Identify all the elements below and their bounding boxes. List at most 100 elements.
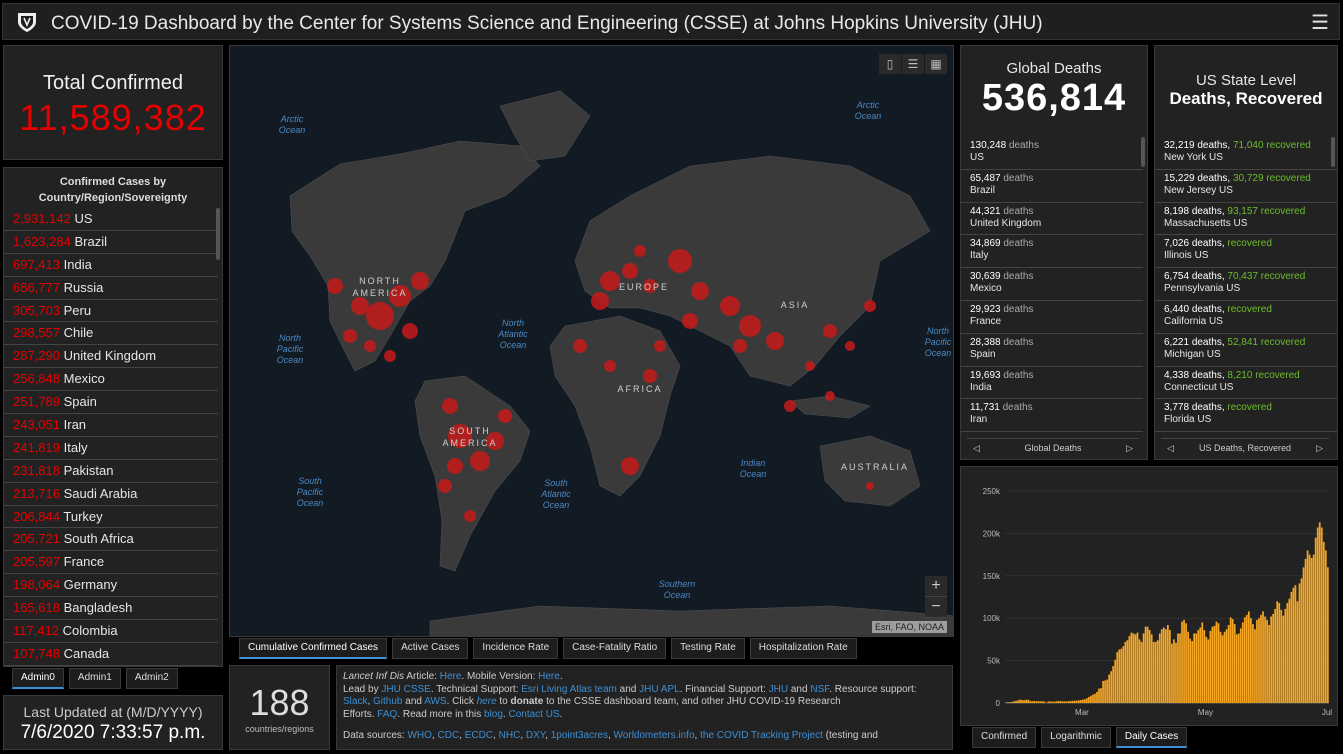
death-place: Brazil — [970, 184, 996, 196]
country-row[interactable]: 241,819 Italy — [4, 437, 218, 460]
us-state-row[interactable]: 8,198 deaths, 93,157 recovered Massachuse… — [1155, 203, 1337, 236]
daily-case-bar — [1290, 591, 1293, 703]
us-state-row[interactable]: 6,440 deaths, recovered California US — [1155, 301, 1337, 334]
country-row[interactable]: 697,413 India — [4, 254, 218, 277]
us-state-row[interactable]: 6,754 deaths, 70,437 recovered Pennsylvan… — [1155, 268, 1337, 301]
country-row[interactable]: 165,618 Bangladesh — [4, 597, 218, 621]
bookmark-icon[interactable]: ▯ — [879, 54, 901, 74]
cdc-link[interactable]: CDC — [437, 730, 460, 741]
nhc-link[interactable]: NHC — [498, 730, 521, 741]
us-state-row[interactable]: 4,338 deaths, 8,210 recovered Connecticut… — [1155, 367, 1337, 400]
jhu-csse-link[interactable]: JHU CSSE — [381, 683, 431, 695]
zoom-out-button[interactable]: − — [925, 597, 947, 618]
map-tab-1[interactable]: Active Cases — [392, 638, 469, 659]
us-state-row[interactable]: 15,229 deaths, 30,729 recovered New Jerse… — [1155, 170, 1337, 203]
us-state-place: New Jersey US — [1164, 184, 1233, 196]
chart-tab-1[interactable]: Logarithmic — [1041, 727, 1111, 748]
country-row[interactable]: 213,716 Saudi Arabia — [4, 483, 218, 506]
chart-tab-0[interactable]: Confirmed — [972, 727, 1037, 748]
map-toolbar: ▯ ☰ ▦ — [878, 54, 947, 74]
death-row[interactable]: 34,869 deaths Italy — [961, 235, 1143, 269]
jhu-apl-link[interactable]: JHU APL — [639, 683, 680, 695]
admin-tab-0[interactable]: Admin0 — [12, 668, 64, 689]
aws-link[interactable]: AWS — [424, 696, 447, 707]
map-tab-5[interactable]: Hospitalization Rate — [749, 638, 857, 659]
zoom-in-button[interactable]: + — [925, 576, 947, 597]
github-link[interactable]: Github — [373, 696, 403, 707]
basemap-gallery-icon[interactable]: ▦ — [925, 54, 947, 74]
next-arrow-icon[interactable]: ▷ — [1126, 443, 1133, 453]
country-row[interactable]: 298,557 Chile — [4, 322, 218, 346]
blog-link[interactable]: blog — [484, 708, 503, 720]
us-state-row[interactable]: 32,219 deaths, 71,040 recovered New York … — [1155, 137, 1337, 170]
map-canvas[interactable]: Arctic Ocean Arctic Ocean North Pacific Ocean N… — [230, 46, 954, 637]
death-row[interactable]: 44,321 deaths United Kingdom — [961, 203, 1143, 236]
faq-link[interactable]: FAQ — [377, 708, 398, 720]
country-row[interactable]: 206,844 Turkey — [4, 506, 218, 529]
map-tab-0[interactable]: Cumulative Confirmed Cases — [239, 638, 388, 659]
country-name: India — [63, 256, 92, 272]
country-row[interactable]: 256,848 Mexico — [4, 368, 218, 392]
country-row[interactable]: 1,623,284 Brazil — [4, 231, 218, 254]
ecdc-link[interactable]: ECDC — [464, 730, 494, 741]
us-state-scrollbar[interactable] — [1331, 137, 1335, 167]
mobile-version-link[interactable]: Here — [538, 671, 560, 682]
map-tab-2[interactable]: Incidence Rate — [473, 638, 559, 659]
who-link[interactable]: WHO — [407, 730, 432, 741]
slack-link[interactable]: Slack — [343, 696, 368, 707]
country-row[interactable]: 205,721 South Africa — [4, 528, 218, 552]
daily-case-bar — [1294, 585, 1297, 703]
us-state-row[interactable]: 7,026 deaths, recovered Illinois US — [1155, 235, 1337, 269]
death-row[interactable]: 28,388 deaths Spain — [961, 334, 1143, 367]
us-recovered-unit: recovered — [1266, 172, 1311, 184]
confirmed-list-scrollbar[interactable] — [216, 208, 220, 260]
death-row[interactable]: 19,693 deaths India — [961, 367, 1143, 400]
death-row[interactable]: 30,639 deaths Mexico — [961, 268, 1143, 301]
prev-arrow-icon[interactable]: ◁ — [1167, 443, 1174, 453]
country-row[interactable]: 198,064 Germany — [4, 574, 218, 598]
world-map[interactable]: Arctic Ocean Arctic Ocean North Pacific Ocean N… — [229, 45, 954, 637]
country-row[interactable]: 231,818 Pakistan — [4, 460, 218, 483]
legend-list-icon[interactable]: ☰ — [902, 54, 924, 74]
admin-tab-2[interactable]: Admin2 — [125, 668, 178, 689]
country-row[interactable]: 305,703 Peru — [4, 300, 218, 323]
map-tab-3[interactable]: Case-Fatality Ratio — [563, 638, 667, 659]
jhu-link[interactable]: JHU — [768, 683, 789, 695]
contact-link[interactable]: Contact US — [508, 708, 560, 720]
country-row[interactable]: 107,748 Canada — [4, 643, 218, 666]
country-row[interactable]: 117,412 Colombia — [4, 620, 218, 643]
next-arrow-icon[interactable]: ▷ — [1316, 443, 1323, 453]
admin-tab-1[interactable]: Admin1 — [68, 668, 121, 689]
daily-case-bar — [1219, 631, 1222, 703]
us-state-row[interactable]: 3,778 deaths, recovered Florida US — [1155, 399, 1337, 433]
worldometers-link[interactable]: Worldometers.info — [613, 730, 695, 741]
country-row[interactable]: 243,051 Iran — [4, 414, 218, 437]
nsf-link[interactable]: NSF — [810, 683, 830, 695]
dxy-link[interactable]: DXY — [525, 730, 546, 741]
country-row[interactable]: 251,789 Spain — [4, 391, 218, 415]
esri-link[interactable]: Esri Living Atlas team — [521, 683, 617, 695]
1point3acres-link[interactable]: 1point3acres — [550, 730, 608, 741]
death-row[interactable]: 65,487 deaths Brazil — [961, 170, 1143, 203]
chart-tab-2[interactable]: Daily Cases — [1115, 727, 1188, 748]
death-row[interactable]: 29,923 deaths France — [961, 301, 1143, 334]
country-row[interactable]: 287,290 United Kingdom — [4, 345, 218, 369]
daily-case-bar — [1083, 699, 1086, 703]
death-row[interactable]: 11,731 deaths Iran — [961, 399, 1143, 433]
donate-here-link[interactable]: here — [476, 696, 497, 707]
country-row[interactable]: 2,931,142 US — [4, 208, 218, 231]
hamburger-menu-icon[interactable]: ☰ — [1311, 12, 1329, 34]
daily-case-bar — [1197, 630, 1200, 703]
prev-arrow-icon[interactable]: ◁ — [973, 443, 980, 453]
us-death-count: 4,338 — [1164, 369, 1190, 381]
country-row[interactable]: 686,777 Russia — [4, 277, 218, 300]
covid-tracking-link[interactable]: the COVID Tracking Project — [700, 730, 823, 741]
us-state-row[interactable]: 6,221 deaths, 52,841 recovered Michigan U… — [1155, 334, 1337, 367]
map-tab-4[interactable]: Testing Rate — [671, 638, 745, 659]
country-row[interactable]: 205,597 France — [4, 551, 218, 575]
death-row[interactable]: 130,248 deaths US — [961, 137, 1143, 170]
death-place: Iran — [970, 414, 988, 426]
lancet-article-link[interactable]: Here — [439, 671, 462, 682]
ocean-label: South Atlantic Ocean — [540, 478, 571, 510]
global-deaths-scrollbar[interactable] — [1141, 137, 1145, 167]
